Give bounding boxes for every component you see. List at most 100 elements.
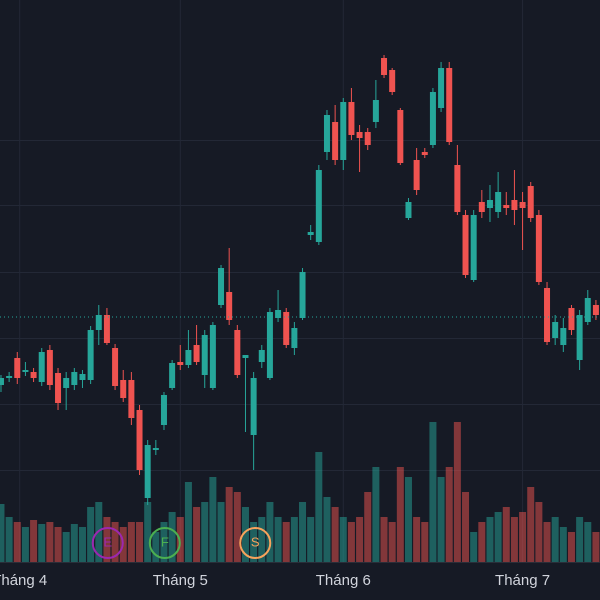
volume-bar bbox=[299, 502, 307, 562]
volume-bar bbox=[193, 507, 201, 562]
candle-body bbox=[478, 202, 485, 212]
volume-bar bbox=[241, 507, 249, 562]
volume-bar bbox=[453, 422, 461, 562]
volume-bar bbox=[421, 522, 429, 562]
candle-body bbox=[503, 205, 510, 208]
volume-bar bbox=[5, 517, 13, 562]
volume-bar bbox=[478, 522, 486, 562]
volume-bar bbox=[445, 467, 453, 562]
event-marker[interactable] bbox=[148, 527, 181, 559]
event-marker[interactable] bbox=[239, 527, 272, 559]
volume-bar bbox=[331, 507, 339, 562]
volume-bar bbox=[559, 527, 567, 562]
volume-bar bbox=[307, 517, 315, 562]
volume-bar bbox=[184, 482, 192, 562]
candle-body bbox=[470, 215, 477, 280]
volume-bar bbox=[510, 517, 518, 562]
candle-body bbox=[511, 200, 518, 210]
volume-bar bbox=[519, 512, 527, 562]
candle-body bbox=[397, 110, 404, 163]
candle-body bbox=[266, 312, 273, 378]
volume-bar bbox=[0, 504, 5, 562]
candle-body bbox=[315, 170, 322, 242]
volume-bar bbox=[429, 422, 437, 562]
candle-body bbox=[584, 298, 591, 322]
volume-bar bbox=[217, 502, 225, 562]
volume-bar bbox=[339, 517, 347, 562]
candle-body bbox=[429, 92, 436, 145]
candle-body bbox=[568, 308, 575, 330]
volume-bar bbox=[290, 517, 298, 562]
candle-body bbox=[332, 122, 339, 160]
candle-body bbox=[275, 310, 282, 318]
candle-body bbox=[152, 448, 159, 450]
volume-bar bbox=[388, 522, 396, 562]
candle-body bbox=[348, 102, 355, 135]
candle-body bbox=[544, 288, 551, 342]
volume-bar bbox=[233, 492, 241, 562]
candle-body bbox=[71, 372, 78, 385]
candle-body bbox=[364, 132, 371, 145]
candle-body bbox=[95, 315, 102, 330]
candle-body bbox=[136, 410, 143, 470]
candle-body bbox=[22, 370, 29, 372]
volume-bar bbox=[21, 527, 29, 562]
volume-bar bbox=[413, 517, 421, 562]
candle-body bbox=[486, 200, 493, 208]
volume-bar bbox=[38, 524, 46, 562]
volume-bar bbox=[160, 522, 168, 562]
event-marker[interactable] bbox=[91, 527, 124, 559]
candle-body bbox=[87, 330, 94, 380]
candle-body bbox=[381, 58, 388, 75]
x-tick-label: Tháng 7 bbox=[495, 572, 550, 589]
volume-bar bbox=[527, 487, 535, 562]
volume-bar bbox=[576, 517, 584, 562]
volume-bar bbox=[470, 532, 478, 562]
volume-bar bbox=[152, 532, 160, 562]
x-tick-label: Tháng 6 bbox=[316, 572, 371, 589]
volume-bar bbox=[315, 452, 323, 562]
volume-bar bbox=[266, 502, 274, 562]
candle-body bbox=[454, 165, 461, 212]
candle-body bbox=[389, 70, 396, 92]
candle-body bbox=[218, 268, 225, 305]
x-tick-label: Tháng 4 bbox=[0, 572, 47, 589]
candle-body bbox=[55, 373, 62, 403]
candle-body bbox=[519, 202, 526, 208]
candle-body bbox=[46, 350, 53, 385]
candle-body bbox=[446, 68, 453, 142]
candle-body bbox=[160, 395, 167, 425]
volume-bar bbox=[62, 532, 70, 562]
volume-bar bbox=[543, 522, 551, 562]
candle-body bbox=[193, 345, 200, 362]
event-label: F bbox=[161, 534, 169, 549]
candle-body bbox=[438, 68, 445, 108]
volume-bar bbox=[258, 517, 266, 562]
candle-body bbox=[356, 132, 363, 138]
volume-bar bbox=[70, 524, 78, 562]
event-label: E bbox=[103, 534, 112, 549]
candle-body bbox=[169, 363, 176, 388]
candle-body bbox=[560, 328, 567, 345]
candle-body bbox=[527, 186, 534, 218]
candle-body bbox=[242, 355, 249, 358]
volume-bar bbox=[168, 512, 176, 562]
event-label: S bbox=[251, 534, 260, 549]
candle-body bbox=[209, 325, 216, 388]
volume-bar bbox=[396, 467, 404, 562]
candle-body bbox=[413, 160, 420, 190]
volume-bar bbox=[494, 512, 502, 562]
candle-body bbox=[299, 272, 306, 318]
volume-bar bbox=[535, 502, 543, 562]
candle-body bbox=[79, 374, 86, 380]
volume-bar bbox=[250, 522, 258, 562]
candle-body bbox=[112, 348, 119, 386]
candle-body bbox=[14, 358, 21, 378]
candle-body bbox=[291, 328, 298, 348]
volume-bar bbox=[486, 517, 494, 562]
candle-body bbox=[552, 322, 559, 338]
volume-bar bbox=[103, 517, 111, 562]
volume-bar bbox=[347, 522, 355, 562]
